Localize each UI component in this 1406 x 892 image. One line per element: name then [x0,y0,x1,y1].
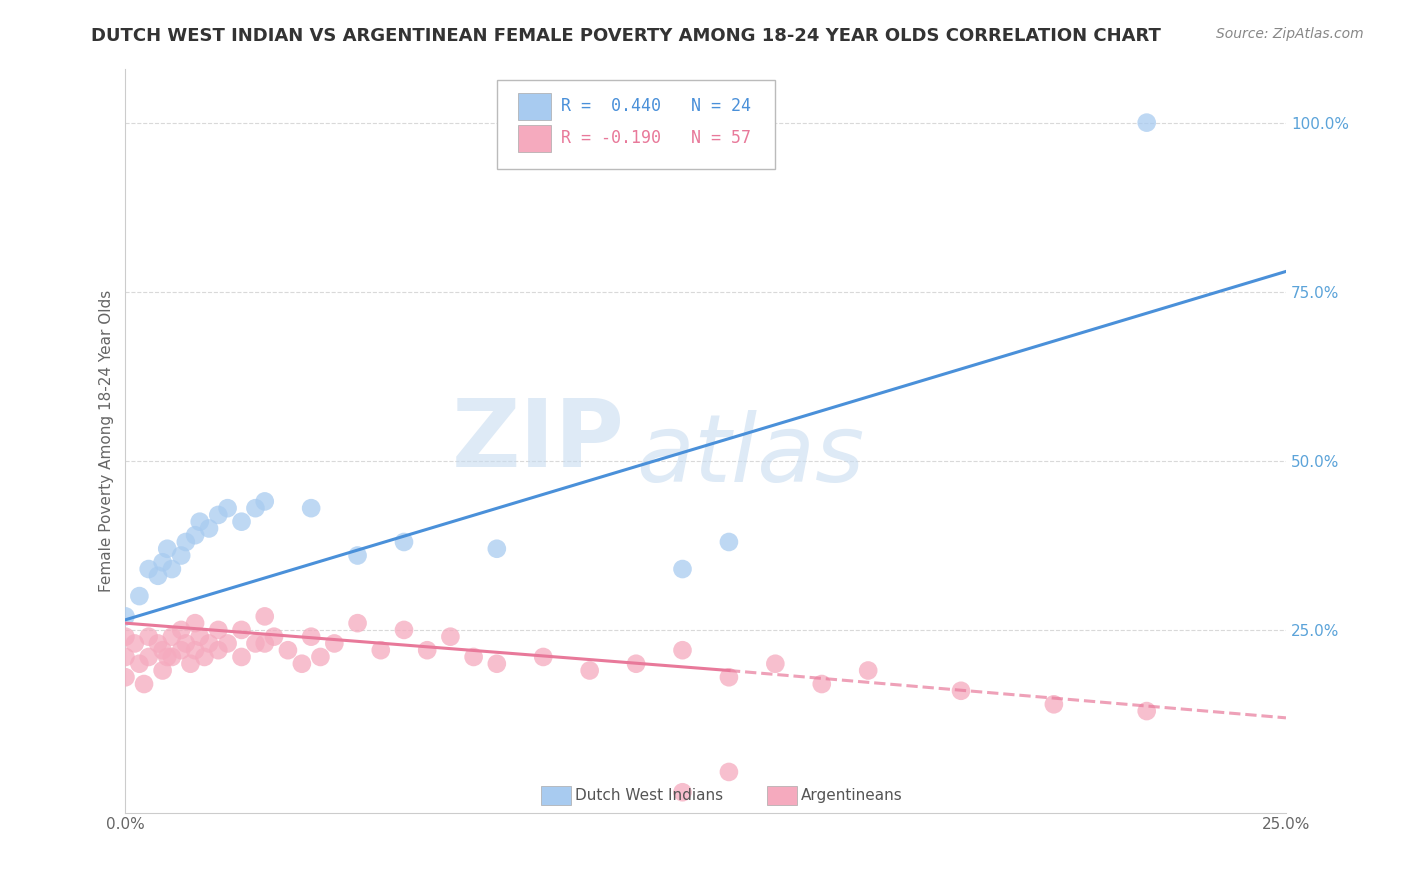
FancyBboxPatch shape [541,786,571,805]
Point [152,664,174,678]
Point [207,508,229,522]
Text: DUTCH WEST INDIAN VS ARGENTINEAN FEMALE POVERTY AMONG 18-24 YEAR OLDS CORRELATIO: DUTCH WEST INDIAN VS ARGENTINEAN FEMALE … [91,27,1161,45]
Point [1043,698,1066,712]
Point [245,501,267,516]
FancyBboxPatch shape [517,125,551,152]
Point [152,643,174,657]
Point [717,535,740,549]
Point [128,657,150,671]
Point [152,555,174,569]
Point [485,541,508,556]
Point [323,636,346,650]
Point [856,664,879,678]
Point [277,643,299,657]
Point [717,764,740,779]
Point [156,541,179,556]
Point [346,549,368,563]
Point [370,643,392,657]
Point [346,616,368,631]
Point [128,589,150,603]
Point [198,636,221,650]
Y-axis label: Female Poverty Among 18-24 Year Olds: Female Poverty Among 18-24 Year Olds [100,289,114,591]
Point [217,636,239,650]
Text: Argentineans: Argentineans [801,788,903,803]
Point [207,643,229,657]
Point [179,657,201,671]
Point [146,636,169,650]
FancyBboxPatch shape [496,79,775,169]
Point [578,664,600,678]
Point [198,521,221,535]
Point [263,630,285,644]
Text: R = -0.190   N = 57: R = -0.190 N = 57 [561,129,751,147]
Point [1136,115,1159,129]
Point [671,643,693,657]
Point [253,636,276,650]
Point [485,657,508,671]
Point [184,643,207,657]
Point [253,609,276,624]
Point [392,623,415,637]
Point [309,650,332,665]
Point [463,650,485,665]
Point [950,683,973,698]
Point [763,657,786,671]
Point [217,501,239,516]
Point [124,636,146,650]
Text: ZIP: ZIP [451,394,624,486]
Point [299,630,322,644]
Point [146,569,169,583]
Point [531,650,554,665]
Point [170,623,193,637]
Text: atlas: atlas [636,410,865,501]
Point [671,562,693,576]
FancyBboxPatch shape [517,93,551,120]
Point [160,562,183,576]
Point [174,636,197,650]
Point [291,657,314,671]
Point [188,630,211,644]
FancyBboxPatch shape [768,786,797,805]
Point [114,609,136,624]
Point [253,494,276,508]
Point [193,650,215,665]
Point [184,528,207,542]
Point [245,636,267,650]
Text: R =  0.440   N = 24: R = 0.440 N = 24 [561,97,751,115]
Point [1136,704,1159,718]
Point [170,643,193,657]
Point [416,643,439,657]
Text: Source: ZipAtlas.com: Source: ZipAtlas.com [1216,27,1364,41]
Point [207,623,229,637]
Point [717,670,740,684]
Point [188,515,211,529]
Point [231,515,253,529]
Point [156,650,179,665]
Text: Dutch West Indians: Dutch West Indians [575,788,723,803]
Point [184,616,207,631]
Point [114,670,136,684]
Point [170,549,193,563]
Point [624,657,647,671]
Point [114,630,136,644]
Point [174,535,197,549]
Point [810,677,832,691]
Point [138,630,160,644]
Point [671,785,693,799]
Point [439,630,461,644]
Point [392,535,415,549]
Point [231,650,253,665]
Point [160,650,183,665]
Point [138,562,160,576]
Point [299,501,322,516]
Point [114,650,136,665]
Point [231,623,253,637]
Point [132,677,155,691]
Point [138,650,160,665]
Point [160,630,183,644]
